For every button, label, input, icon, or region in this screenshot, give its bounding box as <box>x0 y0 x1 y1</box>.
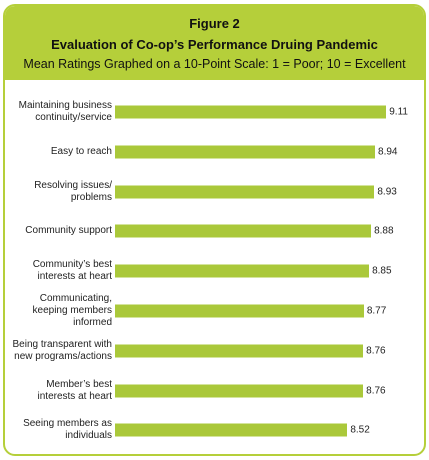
chart: Figure 2 Evaluation of Co-op’s Performan… <box>3 4 426 456</box>
bar <box>115 185 375 199</box>
chart-title: Evaluation of Co-op’s Performance Druing… <box>51 37 378 52</box>
category-label: Being transparent with new programs/acti… <box>12 338 112 362</box>
bar <box>115 304 364 318</box>
category-label: Community support <box>25 225 112 237</box>
value-label: 8.85 <box>372 265 392 277</box>
bar <box>115 384 364 398</box>
figure-label: Figure 2 <box>189 16 240 31</box>
bar <box>115 105 387 119</box>
category-label: Seeing members as individuals <box>23 418 112 442</box>
category-label: Member’s best interests at heart <box>37 378 112 402</box>
chart-subtitle: Mean Ratings Graphed on a 10-Point Scale… <box>23 57 406 71</box>
bar <box>115 344 364 358</box>
bar <box>115 145 376 159</box>
value-label: 8.94 <box>378 146 398 158</box>
bar <box>115 224 372 238</box>
value-label: 8.52 <box>350 424 370 436</box>
category-label: Communicating, keeping members informed <box>32 293 112 328</box>
category-label: Easy to reach <box>50 145 112 157</box>
chart-header: Figure 2 Evaluation of Co-op’s Performan… <box>5 6 424 80</box>
value-label: 8.93 <box>377 186 397 198</box>
value-label: 8.77 <box>366 305 387 317</box>
category-label: Community’s best interests at heart <box>32 259 112 283</box>
value-label: 8.88 <box>374 225 394 237</box>
category-label: Resolving issues/ problems <box>34 179 112 203</box>
bar <box>115 264 370 278</box>
category-label: Maintaining business continuity/service <box>18 100 112 123</box>
bar <box>115 423 348 437</box>
value-label: 9.11 <box>389 106 408 118</box>
value-label: 8.76 <box>366 345 386 357</box>
value-label: 8.76 <box>366 385 386 397</box>
